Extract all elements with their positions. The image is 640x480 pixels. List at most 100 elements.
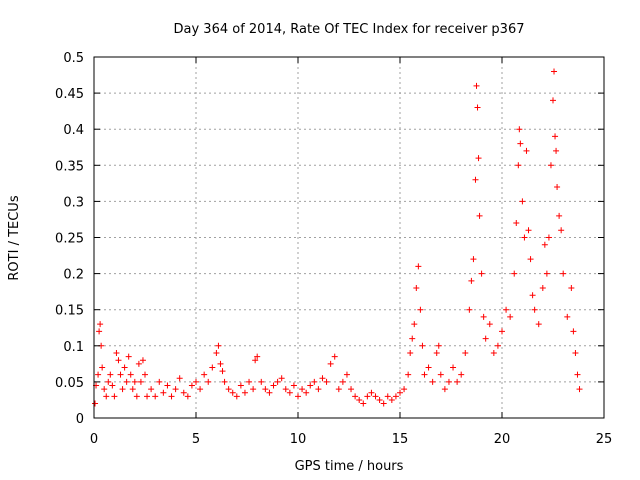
data-point [343, 371, 350, 378]
y-tick-label: 0.15 [55, 304, 84, 319]
data-point [543, 270, 550, 277]
data-point [144, 393, 151, 400]
data-point [103, 393, 110, 400]
data-point [193, 378, 199, 385]
data-point [319, 375, 326, 382]
data-point [531, 306, 538, 313]
data-point [262, 386, 269, 393]
data-point [435, 342, 442, 349]
data-point [250, 386, 257, 393]
data-point [490, 350, 497, 357]
data-point [229, 389, 236, 396]
data-point [97, 321, 104, 328]
y-tick-label: 0.05 [55, 376, 84, 391]
data-point [516, 126, 523, 133]
data-point [95, 371, 102, 378]
data-point [135, 360, 142, 367]
data-point [315, 386, 322, 393]
data-point [397, 389, 403, 396]
data-points [92, 68, 583, 407]
data-point [572, 350, 579, 357]
data-point [311, 378, 318, 385]
data-point [376, 396, 383, 403]
data-point [356, 396, 363, 403]
data-point [282, 386, 289, 393]
data-point [125, 353, 132, 360]
data-point [156, 378, 163, 385]
data-point [217, 360, 224, 367]
data-point [521, 234, 528, 241]
data-point [168, 393, 175, 400]
data-point [503, 306, 510, 313]
data-point [164, 382, 171, 389]
data-point [539, 285, 546, 292]
x-tick-label: 0 [90, 432, 98, 447]
data-point [545, 234, 552, 241]
data-point [339, 378, 346, 385]
data-point [117, 371, 124, 378]
data-point [335, 386, 342, 393]
data-point [133, 393, 140, 400]
data-point [119, 386, 126, 393]
data-point [523, 147, 530, 154]
y-tick-label: 0.4 [63, 123, 84, 138]
data-point [323, 378, 330, 385]
data-point [553, 147, 560, 154]
data-point [574, 371, 581, 378]
data-point [474, 104, 481, 111]
data-point [111, 393, 118, 400]
y-tick-label: 0.1 [63, 340, 84, 355]
data-point [419, 342, 426, 349]
data-point [139, 357, 146, 364]
x-tick-label: 15 [392, 432, 409, 447]
data-point [470, 256, 477, 263]
x-tick-label: 25 [596, 432, 613, 447]
data-point [127, 371, 134, 378]
y-tick-label: 0.25 [55, 232, 84, 247]
data-point [137, 378, 144, 385]
data-point [425, 364, 432, 371]
data-point [529, 292, 536, 299]
data-point [105, 378, 112, 385]
data-point [554, 183, 561, 190]
data-point [515, 162, 522, 169]
data-point [364, 393, 371, 400]
data-point [478, 270, 485, 277]
data-point [99, 364, 106, 371]
data-point [560, 270, 567, 277]
data-point [388, 396, 395, 403]
data-point [180, 389, 187, 396]
data-point [278, 375, 285, 382]
data-point [547, 162, 554, 169]
data-point [441, 386, 448, 393]
data-point [462, 350, 469, 357]
data-point [429, 378, 436, 385]
data-point [290, 382, 297, 389]
data-point [121, 364, 128, 371]
data-point [115, 357, 122, 364]
data-point [541, 241, 548, 248]
data-point [411, 321, 418, 328]
data-point [519, 198, 526, 205]
data-point [407, 350, 414, 357]
data-point [148, 386, 155, 393]
data-point [482, 335, 489, 342]
data-point [237, 382, 244, 389]
data-point [101, 386, 108, 393]
data-point [160, 389, 167, 396]
data-point [188, 382, 195, 389]
data-point [421, 371, 428, 378]
data-point [413, 285, 420, 292]
data-point [201, 371, 208, 378]
data-point [109, 382, 116, 389]
data-point [274, 378, 281, 385]
data-point [113, 350, 120, 357]
data-point [307, 382, 314, 389]
data-point [450, 364, 457, 371]
data-point [219, 368, 226, 375]
data-point [525, 227, 532, 234]
data-point [142, 371, 148, 378]
data-point [551, 68, 558, 75]
data-point [417, 306, 424, 313]
